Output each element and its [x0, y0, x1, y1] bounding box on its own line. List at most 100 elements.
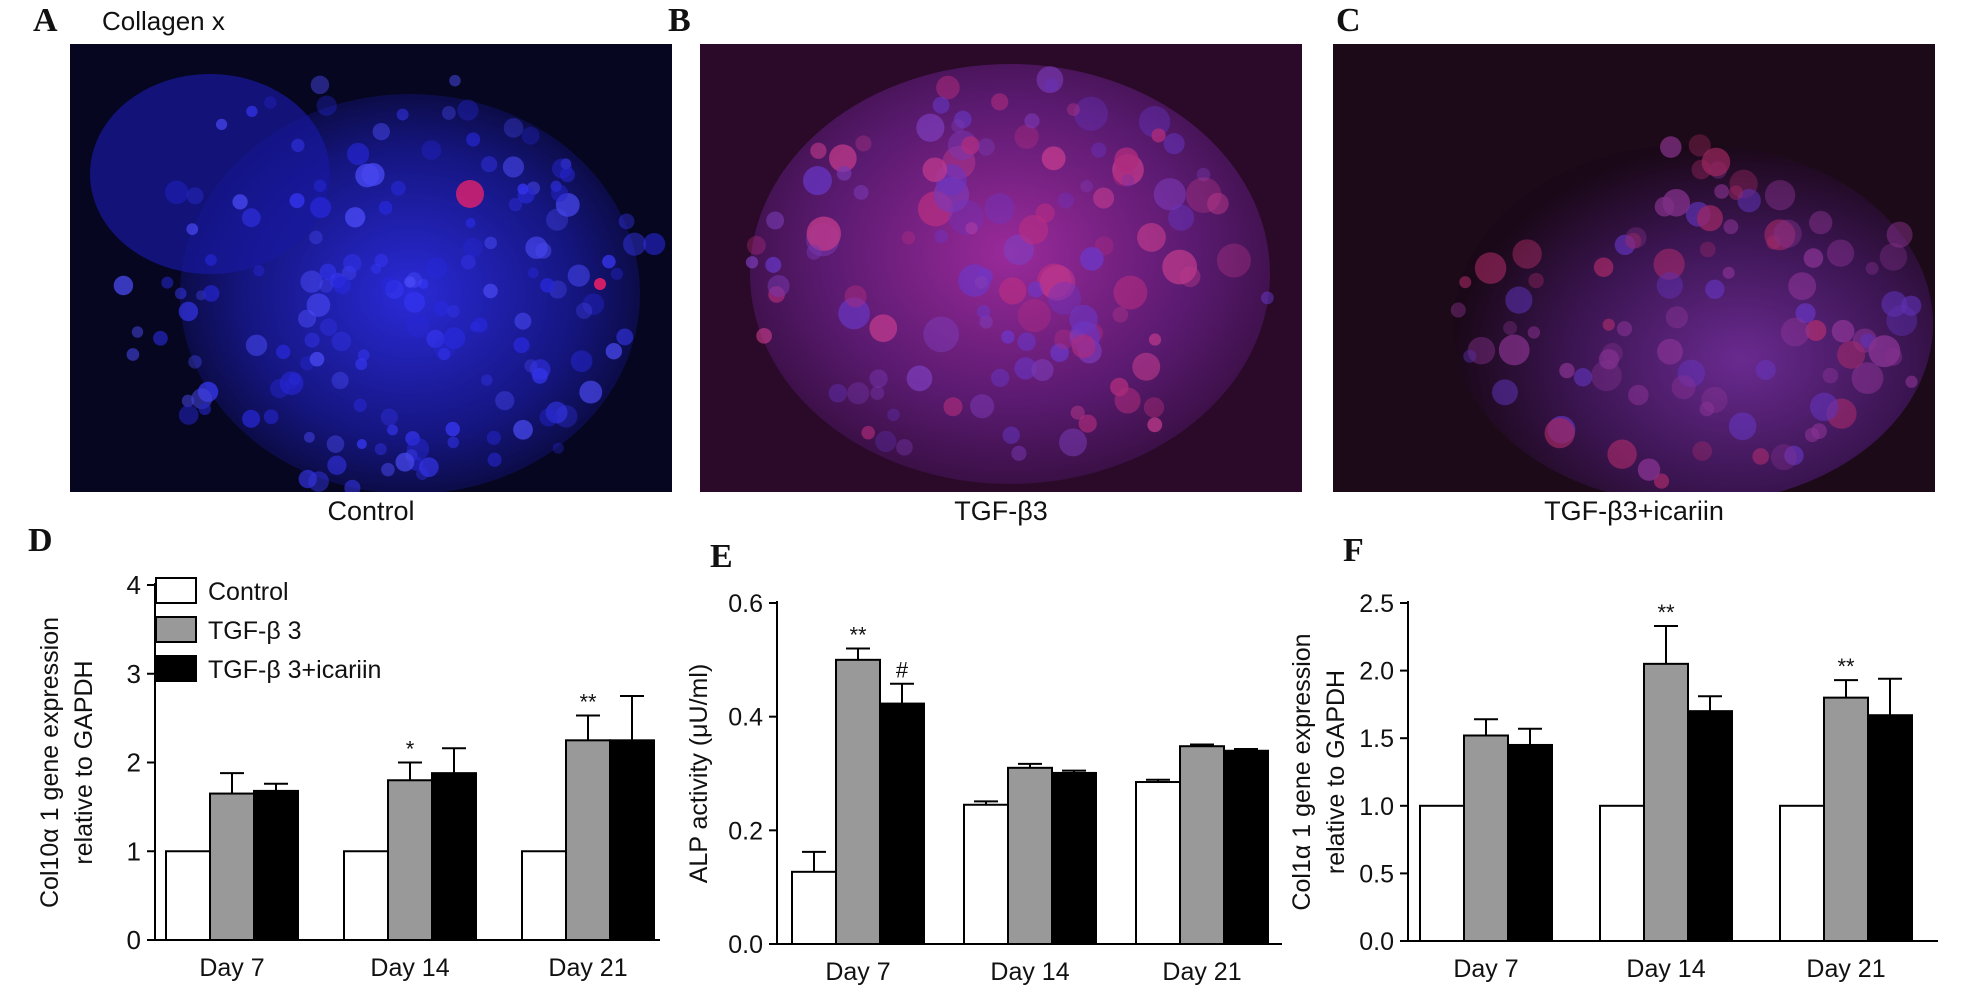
cell-nucleus — [465, 218, 476, 229]
cell-nucleus — [1737, 188, 1761, 213]
cell-nucleus — [1450, 302, 1466, 318]
cell-nucleus — [269, 379, 290, 399]
cell-nucleus — [1168, 204, 1195, 231]
cell-nucleus — [291, 138, 305, 153]
cell-nucleus — [126, 348, 140, 361]
cell-nucleus — [1614, 234, 1636, 256]
cell-nucleus — [457, 99, 479, 121]
cell-nucleus — [304, 332, 320, 348]
cell-nucleus — [521, 126, 540, 145]
cell-nucleus — [1179, 266, 1201, 288]
cell-nucleus — [836, 165, 852, 181]
cell-nucleus — [934, 229, 948, 244]
cell-nucleus — [310, 196, 332, 219]
cell-nucleus — [1591, 360, 1622, 392]
legend-swatch — [155, 577, 197, 604]
x-tick-label: Day 14 — [370, 954, 449, 982]
legend-label: TGF-β 3+icariin — [208, 656, 381, 684]
cell-nucleus — [616, 328, 634, 346]
cell-nucleus — [1498, 334, 1530, 366]
cell-nucleus — [1905, 375, 1918, 388]
cell-nucleus — [539, 408, 558, 427]
bar — [879, 702, 925, 945]
cell-nucleus — [1773, 219, 1802, 248]
bar — [791, 870, 837, 945]
cell-nucleus — [264, 96, 277, 109]
bar — [431, 772, 477, 942]
cell-nucleus — [1728, 185, 1744, 200]
cell-nucleus — [1474, 252, 1507, 284]
caption-tgfb3-icariin: TGF-β3+icariin — [1544, 496, 1724, 526]
cell-nucleus — [1114, 147, 1139, 172]
cell-nucleus — [481, 156, 498, 173]
cell-nucleus — [610, 267, 623, 280]
cell-nucleus — [309, 351, 325, 367]
y-tick-label: 2.0 — [1359, 658, 1394, 686]
y-tick-label: 3 — [127, 659, 141, 689]
cell-nucleus — [943, 397, 963, 417]
bar — [1463, 734, 1509, 942]
bar — [963, 803, 1009, 946]
cell-nucleus — [1059, 428, 1087, 457]
y-axis-label: Col10α 1 gene expression — [36, 617, 64, 908]
cell-nucleus — [232, 194, 248, 210]
cell-nucleus — [961, 136, 980, 155]
cell-nucleus — [922, 157, 948, 183]
cell-nucleus — [378, 200, 393, 215]
cell-nucleus — [875, 430, 897, 453]
cell-nucleus — [746, 235, 766, 255]
cell-nucleus — [406, 314, 430, 338]
cell-nucleus — [405, 431, 420, 446]
bar — [835, 658, 881, 945]
cell-nucleus — [1795, 303, 1816, 324]
cell-nucleus — [991, 93, 1009, 111]
cell-nucleus — [887, 408, 900, 422]
cell-nucleus — [1809, 210, 1833, 235]
legend-label: Control — [208, 578, 289, 606]
cell-nucleus — [1804, 427, 1820, 443]
cell-nucleus — [181, 394, 195, 408]
cell-nucleus — [1752, 448, 1770, 465]
cell-nucleus — [403, 291, 426, 313]
cell-nucleus — [1066, 103, 1080, 116]
cell-nucleus — [1831, 319, 1855, 343]
cell-nucleus — [1011, 445, 1027, 461]
cell-nucleus — [161, 276, 174, 289]
cell-nucleus — [1073, 96, 1109, 131]
cell-nucleus — [984, 193, 1015, 224]
cell-nucleus — [1722, 266, 1735, 279]
cell-nucleus — [443, 327, 466, 350]
cell-nucleus — [623, 232, 647, 256]
y-tick-label: 0.2 — [728, 817, 763, 845]
cell-nucleus — [309, 230, 323, 245]
cell-nucleus — [1503, 321, 1517, 335]
cell-nucleus — [495, 391, 515, 411]
cell-nucleus — [310, 75, 330, 95]
cell-nucleus — [766, 211, 785, 230]
cell-nucleus — [503, 118, 524, 138]
cell-nucleus — [768, 286, 785, 303]
cell-nucleus — [844, 285, 867, 308]
cell-nucleus — [421, 140, 442, 160]
cell-nucleus — [188, 355, 202, 369]
cell-nucleus — [153, 330, 168, 346]
cell-nucleus — [1764, 179, 1796, 211]
cell-nucleus — [246, 105, 258, 118]
significance-mark: # — [896, 658, 909, 683]
cell-nucleus — [178, 405, 199, 425]
y-tick-label: 1.5 — [1359, 725, 1394, 753]
cell-nucleus — [1017, 332, 1036, 351]
cell-nucleus — [186, 187, 204, 205]
cell-nucleus — [1147, 417, 1163, 433]
cell-nucleus — [508, 197, 523, 212]
cell-nucleus — [381, 276, 398, 294]
cell-nucleus — [1153, 178, 1186, 211]
cell-nucleus — [1865, 261, 1879, 275]
cell-nucleus — [131, 326, 144, 338]
cell-nucleus — [263, 409, 279, 425]
cell-nucleus — [502, 156, 525, 178]
cell-nucleus — [1207, 192, 1229, 215]
cell-nucleus — [372, 122, 390, 141]
cell-nucleus — [1637, 458, 1661, 481]
bar — [609, 739, 655, 941]
